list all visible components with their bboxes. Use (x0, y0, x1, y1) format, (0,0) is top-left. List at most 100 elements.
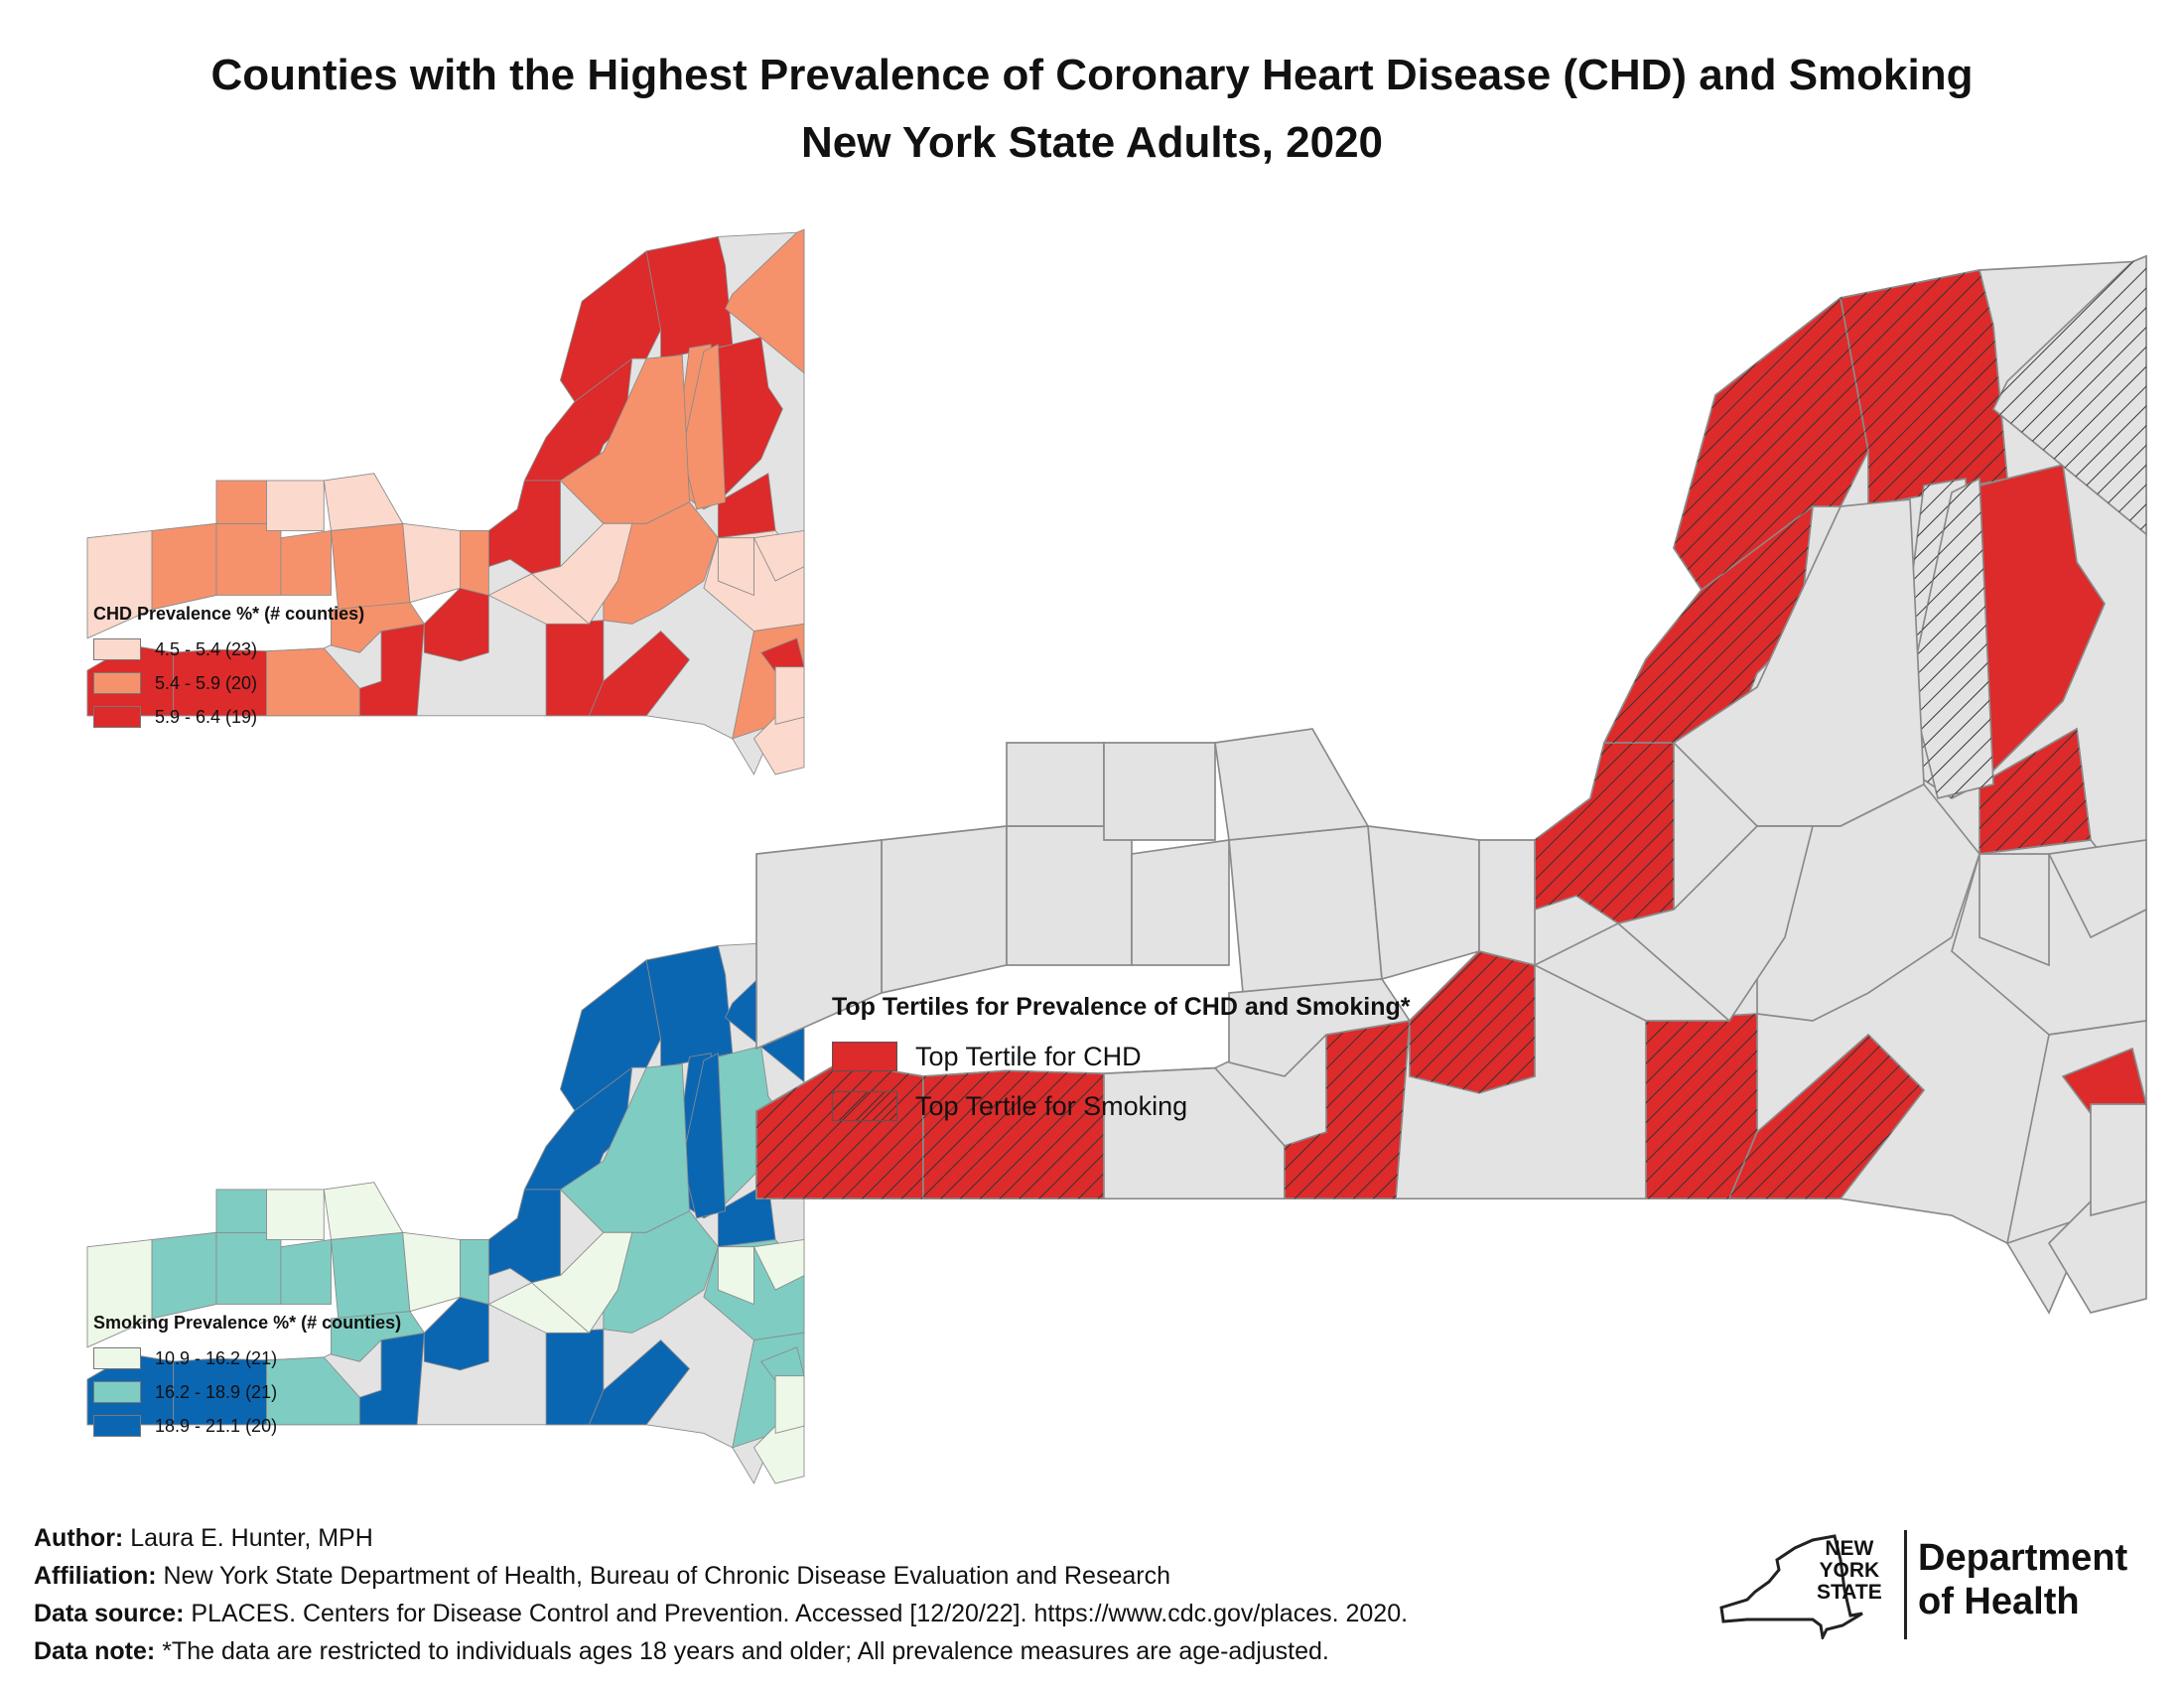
county (1979, 853, 2050, 967)
legend-swatch (93, 706, 141, 728)
legend-swatch (93, 1381, 141, 1403)
legend-swatch (93, 638, 141, 660)
county (1006, 742, 1105, 827)
county (402, 1231, 461, 1313)
smoking-legend: Smoking Prevalence %* (# counties) 10.9 … (93, 1313, 401, 1443)
county (266, 1189, 325, 1240)
smoking-legend-row: 18.9 - 21.1 (20) (93, 1409, 401, 1443)
county (460, 1239, 489, 1306)
county (402, 522, 461, 604)
county (151, 1231, 217, 1320)
county (460, 530, 489, 597)
county (755, 839, 883, 1051)
county (1228, 978, 1412, 1077)
legend-swatch-chd (832, 1042, 897, 1071)
legend-swatch (93, 672, 141, 694)
county (215, 480, 267, 524)
chd-legend-row: 5.9 - 6.4 (19) (93, 700, 364, 734)
footer-source: Data source: PLACES. Centers for Disease… (34, 1600, 1409, 1627)
county (1756, 782, 1980, 1022)
logo-department-text: Department of Health (1918, 1537, 2128, 1622)
chd-legend: CHD Prevalence %* (# counties) 4.5 - 5.4… (93, 604, 364, 734)
nys-outline-icon (1719, 1534, 1863, 1639)
county (603, 501, 719, 625)
county (173, 648, 267, 717)
chd-legend-row: 5.4 - 5.9 (20) (93, 666, 364, 700)
county (717, 537, 754, 597)
county (215, 1189, 267, 1233)
county (717, 1246, 754, 1306)
county-smoking-hatch (1285, 1021, 1410, 1199)
county-smoking-hatch (1910, 479, 1993, 798)
county (603, 1210, 719, 1334)
county-smoking-hatch (1410, 951, 1535, 1093)
county (1006, 825, 1133, 966)
county (487, 1174, 561, 1284)
county (588, 630, 691, 717)
tertile-legend-heading: Top Tertiles for Prevalence of CHD and S… (832, 993, 1411, 1021)
county (1103, 742, 1216, 841)
county-smoking-hatch (1729, 1035, 1924, 1199)
tertile-legend: Top Tertiles for Prevalence of CHD and S… (832, 993, 1411, 1131)
county-smoking-hatch (1535, 715, 1674, 923)
county (151, 522, 217, 611)
county (774, 1375, 805, 1434)
legend-swatch (93, 1347, 141, 1369)
county-smoking-hatch (1979, 729, 2091, 854)
county (588, 1338, 691, 1426)
county (487, 465, 561, 575)
county (1131, 839, 1230, 966)
county (752, 529, 805, 582)
county-smoking-hatch (1993, 256, 2146, 534)
county-smoking-hatch (1646, 1014, 1757, 1199)
county (423, 1296, 489, 1371)
county (266, 480, 325, 531)
logo-ny-text: NEW YORK STATE (1817, 1537, 1882, 1604)
county (215, 1231, 282, 1305)
tertile-legend-chd: Top Tertile for CHD (832, 1032, 1411, 1081)
legend-swatch-hatch (832, 1091, 897, 1121)
county (1103, 1066, 1286, 1200)
county (530, 1231, 633, 1335)
county (1367, 825, 1480, 981)
county (2090, 1103, 2147, 1217)
county (331, 522, 411, 611)
smoking-legend-heading: Smoking Prevalence %* (# counties) (93, 1313, 402, 1333)
county-smoking-hatch (1841, 270, 2007, 506)
county (86, 530, 153, 639)
legend-swatch (93, 1415, 141, 1437)
county (280, 529, 332, 596)
county-smoking-hatch (923, 1070, 1104, 1199)
nys-doh-logo: NEW YORK STATE Department of Health (1717, 1524, 2154, 1643)
county (881, 825, 1008, 995)
county (2047, 839, 2147, 939)
county (423, 587, 489, 662)
county (752, 1238, 805, 1291)
county (215, 522, 282, 596)
smoking-legend-row: 16.2 - 18.9 (21) (93, 1375, 401, 1409)
county (1616, 825, 1815, 1023)
footer-affiliation: Affiliation: New York State Department o… (34, 1562, 1170, 1590)
footer-author: Author: Laura E. Hunter, MPH (34, 1524, 373, 1552)
map-subtitle: New York State Adults, 2020 (800, 118, 1384, 167)
county (1228, 825, 1383, 994)
county (725, 228, 805, 374)
county (530, 522, 633, 626)
county (280, 1238, 332, 1305)
county (266, 1356, 360, 1426)
county (331, 1231, 411, 1320)
logo-divider (1904, 1530, 1907, 1639)
county (266, 647, 360, 717)
county (1478, 839, 1536, 967)
county-smoking-hatch (1674, 298, 1868, 590)
county (331, 602, 426, 653)
top-tertile-map (755, 254, 2147, 1315)
footer-note: Data note: *The data are restricted to i… (34, 1637, 1329, 1665)
county (774, 666, 805, 725)
map-title: Counties with the Highest Prevalence of … (210, 51, 1974, 99)
chd-prevalence-map (86, 228, 805, 775)
county (1214, 728, 1370, 841)
county (173, 1357, 267, 1426)
county (331, 1311, 426, 1362)
smoking-legend-row: 10.9 - 16.2 (21) (93, 1341, 401, 1375)
